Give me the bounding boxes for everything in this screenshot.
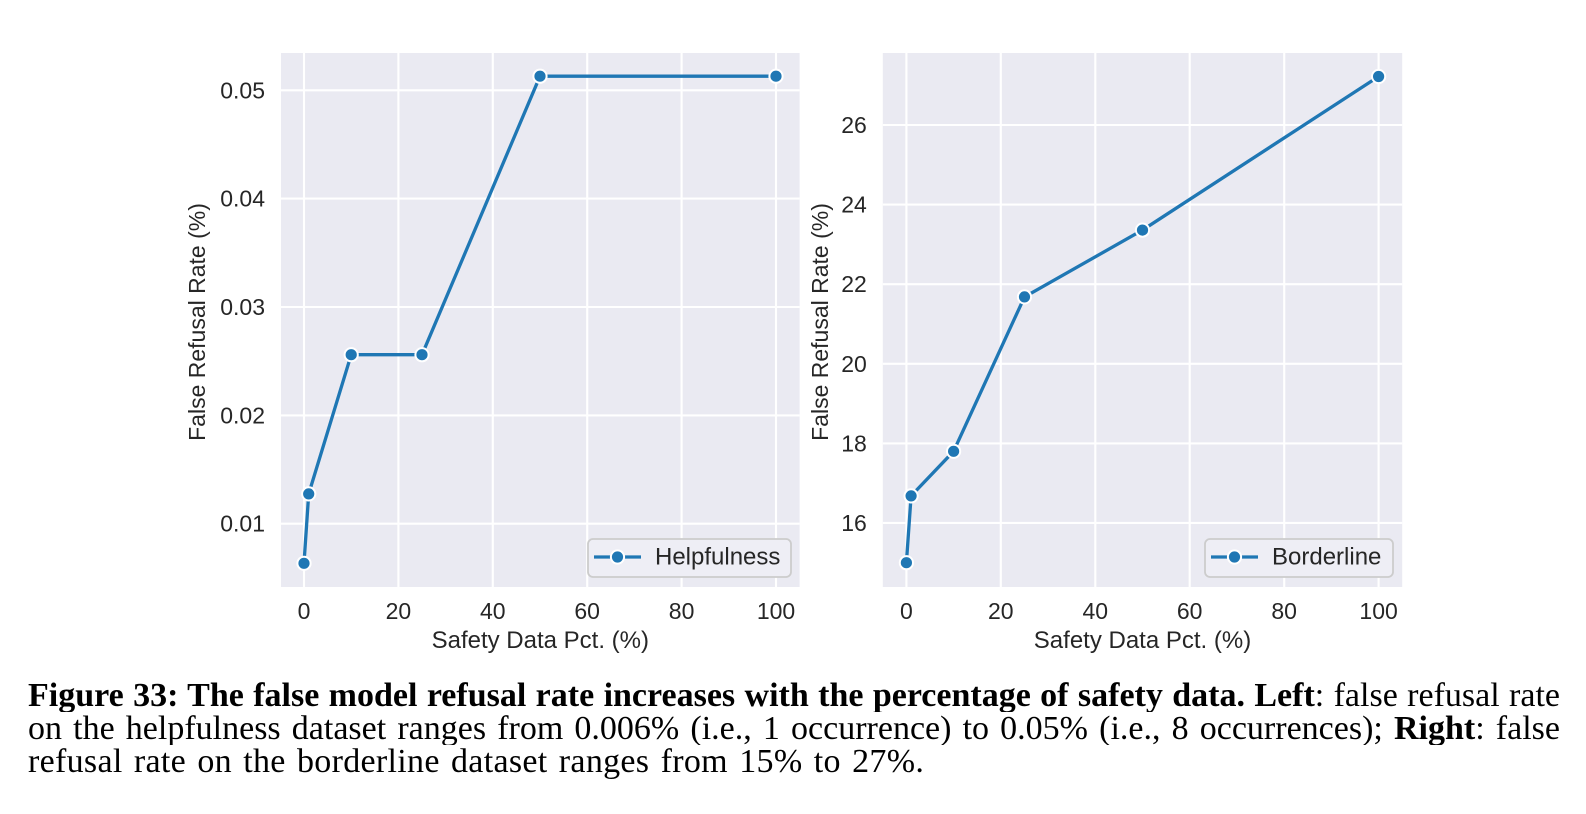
svg-text:16: 16	[841, 510, 867, 536]
svg-text:0: 0	[900, 598, 913, 624]
svg-text:Helpfulness: Helpfulness	[655, 544, 780, 571]
svg-text:0.03: 0.03	[220, 294, 265, 320]
svg-text:0.01: 0.01	[220, 511, 265, 537]
svg-text:18: 18	[841, 430, 867, 456]
svg-text:100: 100	[757, 598, 795, 624]
svg-text:22: 22	[841, 271, 867, 297]
svg-text:20: 20	[841, 351, 867, 377]
svg-text:Safety Data Pct. (%): Safety Data Pct. (%)	[1034, 627, 1251, 654]
svg-text:40: 40	[1083, 598, 1109, 624]
svg-text:80: 80	[669, 598, 695, 624]
svg-text:0.02: 0.02	[220, 402, 265, 428]
svg-text:20: 20	[988, 598, 1014, 624]
svg-text:24: 24	[841, 192, 867, 218]
svg-text:100: 100	[1359, 598, 1397, 624]
svg-text:Borderline: Borderline	[1272, 544, 1381, 571]
svg-text:40: 40	[480, 598, 506, 624]
svg-text:False Refusal Rate (%): False Refusal Rate (%)	[184, 203, 210, 441]
svg-text:0: 0	[298, 598, 311, 624]
svg-text:0.05: 0.05	[220, 77, 265, 103]
svg-text:80: 80	[1271, 598, 1297, 624]
svg-text:26: 26	[841, 112, 867, 138]
svg-text:False Refusal Rate (%): False Refusal Rate (%)	[807, 203, 833, 441]
svg-text:0.04: 0.04	[220, 186, 265, 212]
svg-text:60: 60	[574, 598, 600, 624]
svg-text:60: 60	[1177, 598, 1203, 624]
svg-text:20: 20	[386, 598, 412, 624]
svg-text:Safety Data Pct. (%): Safety Data Pct. (%)	[432, 627, 649, 654]
